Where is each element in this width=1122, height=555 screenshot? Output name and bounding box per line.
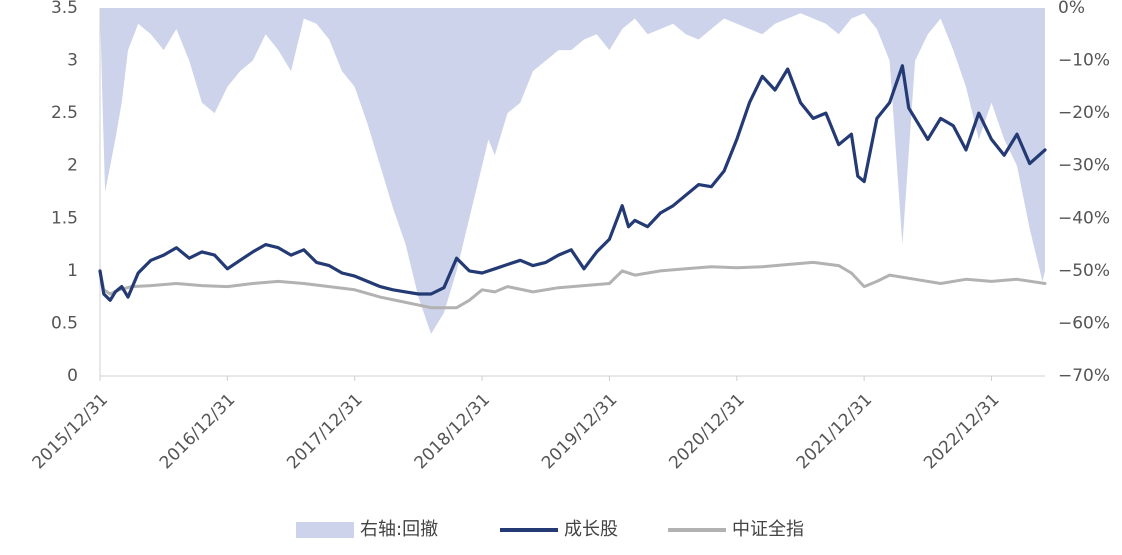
left-tick-label: 2 — [67, 156, 78, 176]
legend-swatch — [296, 522, 354, 538]
growth-line — [98, 64, 1047, 302]
x-tick-label: 2021/12/31 — [793, 390, 876, 473]
x-tick-label: 2022/12/31 — [920, 390, 1003, 473]
right-tick-label: −70% — [1058, 366, 1110, 386]
axes: 0 0.5 1 1.5 2 2.5 3 3.5 −70% −60% −50% −40% −30% −20%… — [29, 0, 1110, 473]
left-tick-label: 2.5 — [51, 103, 78, 123]
x-tick-label: 2020/12/31 — [665, 390, 748, 473]
right-tick-label: 0% — [1058, 0, 1085, 18]
legend-growth: 成长股 — [500, 519, 618, 540]
right-tick-label: −50% — [1058, 261, 1110, 281]
legend-drawdown: 右轴:回撤 — [296, 519, 438, 540]
x-tick-label: 2017/12/31 — [283, 390, 366, 473]
index-line — [98, 260, 1047, 310]
left-tick-label: 3 — [67, 51, 78, 71]
legend-index: 中证全指 — [668, 519, 804, 540]
left-tick-label: 1.5 — [51, 208, 78, 228]
legend-label: 右轴:回撤 — [360, 519, 438, 540]
drawdown-area-layer — [100, 8, 1045, 334]
right-tick-label: −20% — [1058, 103, 1110, 123]
right-tick-label: −60% — [1058, 313, 1110, 333]
x-tick-label: 2016/12/31 — [156, 390, 239, 473]
legend: 右轴:回撤 成长股 中证全指 — [296, 519, 804, 540]
x-tick-label: 2019/12/31 — [538, 390, 621, 473]
left-tick-label: 0 — [67, 366, 78, 386]
right-tick-label: −30% — [1058, 156, 1110, 176]
left-tick-label: 1 — [67, 261, 78, 281]
legend-label: 成长股 — [564, 519, 618, 540]
x-tick-label: 2018/12/31 — [411, 390, 494, 473]
left-tick-label: 3.5 — [51, 0, 78, 18]
right-tick-label: −40% — [1058, 208, 1110, 228]
left-tick-label: 0.5 — [51, 313, 78, 333]
legend-label: 中证全指 — [732, 519, 804, 540]
right-tick-label: −10% — [1058, 51, 1110, 71]
series-lines — [98, 64, 1047, 310]
x-tick-label: 2015/12/31 — [29, 390, 112, 473]
drawdown-area — [100, 8, 1045, 334]
